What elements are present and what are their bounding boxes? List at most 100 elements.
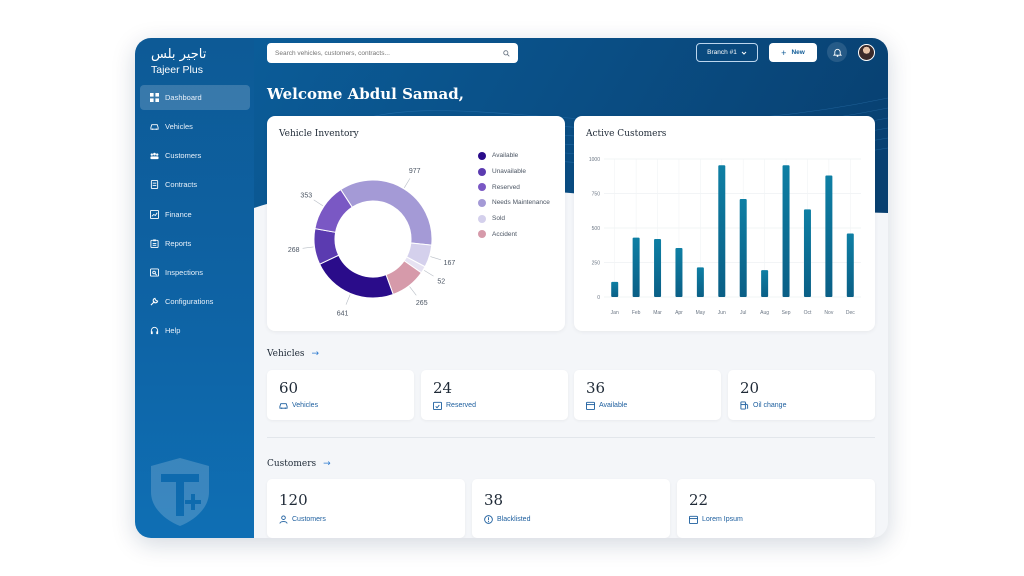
sidebar-item-dashboard[interactable]: Dashboard (140, 85, 250, 110)
x-tick-label: Nov (824, 310, 833, 316)
chart-icon (150, 210, 159, 219)
donut-leader-line (424, 270, 434, 277)
brand-arabic-name: تاجير بلس (151, 47, 207, 62)
car-icon (279, 403, 288, 409)
stat-label-text: Vehicles (292, 402, 319, 409)
sidebar-item-reports[interactable]: Reports (140, 231, 250, 256)
bar[interactable] (846, 233, 854, 297)
stat-card-oil-change[interactable]: 20 Oil change (728, 370, 875, 420)
legend-swatch (478, 230, 486, 239)
stat-label: Lorem Ipsum (689, 515, 743, 524)
stat-value: 36 (586, 379, 606, 397)
sidebar-item-label: Inspections (165, 268, 203, 277)
donut-slice[interactable] (318, 254, 394, 299)
chart-legend: Available Unavailable Reserved Needs Mai… (478, 148, 550, 242)
stat-label-text: Lorem Ipsum (702, 516, 743, 523)
bar[interactable] (654, 239, 662, 297)
bell-icon (832, 48, 842, 57)
donut-slice[interactable] (340, 179, 433, 246)
new-button[interactable]: + New (769, 43, 817, 62)
legend-item[interactable]: Accident (478, 226, 550, 242)
y-tick-label: 500 (592, 226, 601, 232)
bar[interactable] (611, 281, 619, 297)
bar[interactable] (718, 165, 726, 297)
legend-label: Unavailable (492, 168, 526, 176)
stat-label-text: Available (599, 402, 628, 409)
bar[interactable] (632, 237, 640, 297)
card-title: Active Customers (586, 129, 667, 139)
chevron-down-icon (741, 51, 747, 55)
bar[interactable] (825, 175, 833, 297)
legend-item[interactable]: Unavailable (478, 164, 550, 180)
bar[interactable] (803, 209, 811, 297)
x-tick-label: Apr (675, 310, 683, 316)
donut-leader-line (302, 246, 314, 249)
document-icon (150, 180, 159, 189)
stat-value: 120 (279, 491, 308, 509)
stat-label: Available (586, 401, 627, 410)
x-tick-label: Dec (846, 310, 855, 316)
donut-slice[interactable] (314, 188, 353, 233)
sidebar-item-vehicles[interactable]: Vehicles (140, 114, 250, 139)
sidebar-item-configurations[interactable]: Configurations (140, 289, 250, 314)
legend-swatch (478, 198, 486, 207)
legend-item[interactable]: Needs Maintenance (478, 195, 550, 211)
bar[interactable] (761, 270, 769, 297)
sidebar-item-label: Vehicles (165, 122, 193, 131)
stat-card-vehicles[interactable]: 60 Vehicles (267, 370, 414, 420)
vehicles-section-link[interactable]: Vehicles → (267, 349, 319, 359)
legend-label: Accident (492, 230, 517, 238)
branch-selector[interactable]: Branch #1 (696, 43, 758, 62)
shield-watermark-icon (151, 458, 209, 526)
brand-logo[interactable]: تاجير بلس Tajeer Plus (151, 47, 207, 77)
sidebar-item-label: Finance (165, 210, 192, 219)
customers-section-link[interactable]: Customers → (267, 459, 331, 469)
notifications-button[interactable] (827, 42, 847, 62)
sidebar: تاجير بلس Tajeer Plus Dashboard Vehicles… (135, 38, 254, 538)
y-tick-label: 750 (592, 192, 601, 198)
bar[interactable] (782, 165, 790, 297)
legend-item[interactable]: Sold (478, 211, 550, 227)
sidebar-item-finance[interactable]: Finance (140, 202, 250, 227)
x-tick-label: Jun (718, 310, 726, 316)
legend-item[interactable]: Available (478, 148, 550, 164)
stat-card-customers[interactable]: 120 Customers (267, 479, 465, 538)
user-avatar[interactable] (858, 44, 875, 61)
clipboard-icon (150, 239, 159, 248)
search-bar[interactable] (267, 43, 518, 63)
legend-label: Reserved (492, 183, 520, 191)
stat-value: 60 (279, 379, 299, 397)
stat-card-blacklisted[interactable]: 38 Blacklisted (472, 479, 670, 538)
sidebar-item-customers[interactable]: Customers (140, 143, 250, 168)
stat-value: 38 (484, 491, 504, 509)
legend-item[interactable]: Reserved (478, 179, 550, 195)
stat-value: 22 (689, 491, 709, 509)
stat-label: Reserved (433, 401, 476, 410)
bar[interactable] (675, 248, 683, 297)
stat-card-reserved[interactable]: 24 Reserved (421, 370, 568, 420)
bar[interactable] (739, 199, 747, 297)
y-tick-label: 0 (597, 295, 600, 301)
stat-label: Vehicles (279, 401, 318, 410)
stat-card-available[interactable]: 36 Available (574, 370, 721, 420)
card-title: Vehicle Inventory (279, 129, 359, 139)
headset-icon (150, 326, 159, 335)
active-customers-card: Active Customers 1000 750 500 250 0 Jan Feb Ma… (574, 116, 875, 331)
sidebar-item-inspections[interactable]: Inspections (140, 260, 250, 285)
sidebar-item-help[interactable]: Help (140, 318, 250, 343)
x-tick-label: Aug (760, 310, 769, 316)
donut-leader-line (313, 199, 324, 207)
sidebar-item-contracts[interactable]: Contracts (140, 172, 250, 197)
calendar-icon (586, 401, 595, 410)
x-tick-label: Jul (740, 310, 746, 316)
donut-value-label: 353 (300, 192, 312, 199)
arrow-right-icon: → (311, 349, 320, 359)
stat-card-lorem-ipsum[interactable]: 22 Lorem Ipsum (677, 479, 875, 538)
x-tick-label: Oct (804, 310, 812, 316)
search-icon[interactable] (503, 49, 510, 57)
stat-label: Blacklisted (484, 515, 530, 524)
legend-swatch (478, 167, 486, 176)
search-input[interactable] (275, 49, 503, 57)
donut-value-label: 265 (416, 300, 428, 307)
bar[interactable] (696, 267, 704, 297)
